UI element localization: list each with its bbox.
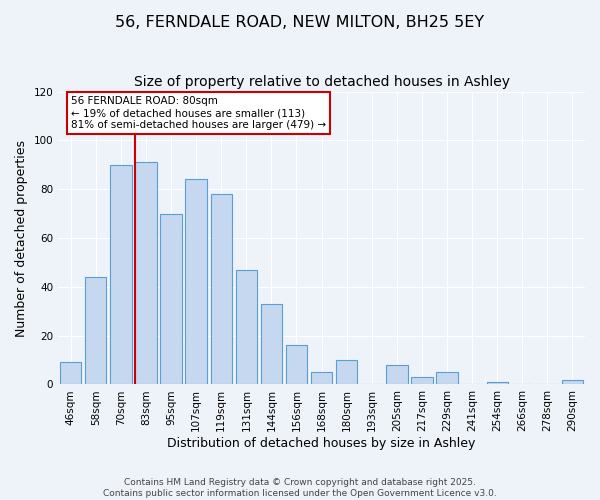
Bar bbox=[436, 372, 458, 384]
Y-axis label: Number of detached properties: Number of detached properties bbox=[15, 140, 28, 336]
Bar bbox=[110, 165, 131, 384]
Text: Contains HM Land Registry data © Crown copyright and database right 2025.
Contai: Contains HM Land Registry data © Crown c… bbox=[103, 478, 497, 498]
Bar bbox=[185, 180, 207, 384]
Bar bbox=[562, 380, 583, 384]
Bar bbox=[487, 382, 508, 384]
Bar bbox=[160, 214, 182, 384]
Bar bbox=[261, 304, 282, 384]
Bar bbox=[336, 360, 358, 384]
Bar bbox=[286, 346, 307, 385]
Text: 56 FERNDALE ROAD: 80sqm
← 19% of detached houses are smaller (113)
81% of semi-d: 56 FERNDALE ROAD: 80sqm ← 19% of detache… bbox=[71, 96, 326, 130]
Bar bbox=[386, 365, 407, 384]
Bar bbox=[136, 162, 157, 384]
Bar bbox=[211, 194, 232, 384]
Bar bbox=[60, 362, 82, 384]
Bar bbox=[236, 270, 257, 384]
X-axis label: Distribution of detached houses by size in Ashley: Distribution of detached houses by size … bbox=[167, 437, 476, 450]
Bar bbox=[85, 277, 106, 384]
Bar bbox=[411, 377, 433, 384]
Bar bbox=[311, 372, 332, 384]
Title: Size of property relative to detached houses in Ashley: Size of property relative to detached ho… bbox=[134, 75, 509, 89]
Text: 56, FERNDALE ROAD, NEW MILTON, BH25 5EY: 56, FERNDALE ROAD, NEW MILTON, BH25 5EY bbox=[115, 15, 485, 30]
